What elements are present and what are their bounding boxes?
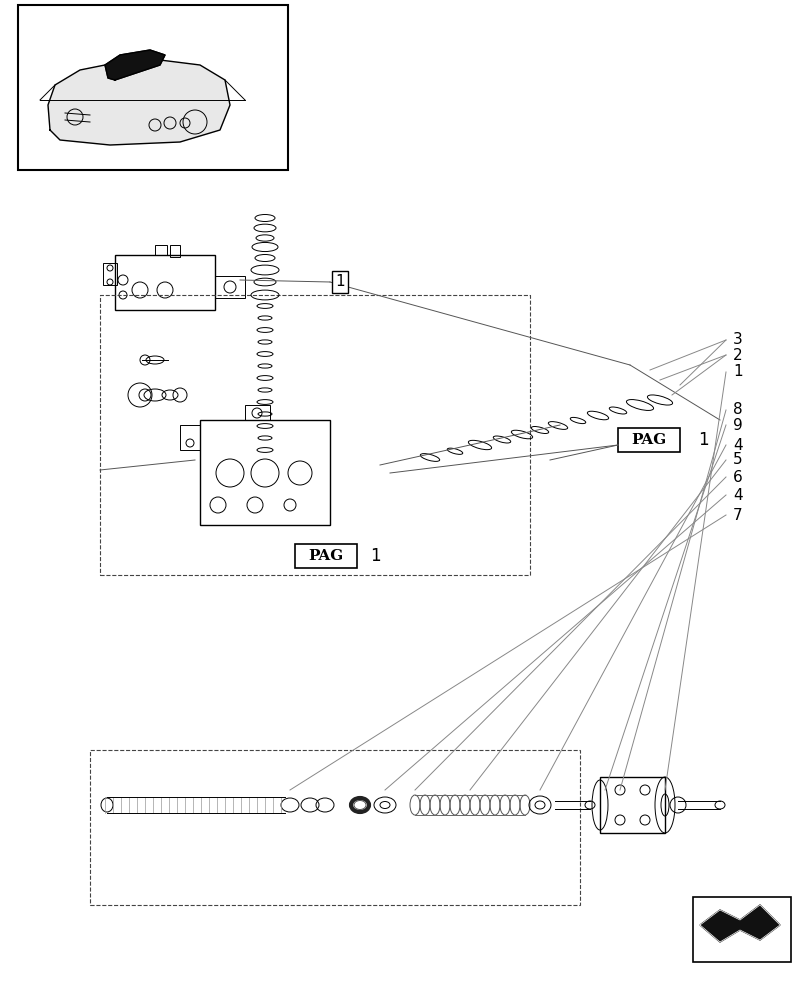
Polygon shape — [700, 905, 780, 942]
Text: 8: 8 — [733, 402, 743, 418]
Text: 4: 4 — [733, 488, 743, 502]
Text: PAG: PAG — [631, 433, 667, 447]
Text: 1: 1 — [335, 274, 345, 290]
Bar — [155, 245, 167, 255]
Polygon shape — [105, 50, 165, 80]
Bar — [693, 897, 791, 962]
Bar — [600, 777, 665, 833]
Bar — [18, 5, 288, 170]
Text: 1: 1 — [370, 547, 381, 565]
Bar — [115, 255, 215, 310]
Text: 6: 6 — [733, 470, 743, 485]
Text: 2: 2 — [733, 348, 743, 362]
Text: 1: 1 — [697, 431, 709, 449]
Bar — [90, 750, 580, 905]
Text: 5: 5 — [733, 452, 743, 468]
Bar — [100, 295, 530, 575]
Bar — [295, 544, 357, 568]
Bar — [618, 428, 680, 452]
Text: 1: 1 — [733, 364, 743, 379]
Polygon shape — [48, 60, 230, 145]
Bar — [245, 405, 270, 420]
Text: 3: 3 — [733, 332, 743, 348]
Bar — [200, 420, 330, 525]
Text: PAG: PAG — [309, 549, 343, 563]
Bar — [170, 245, 180, 257]
Bar — [103, 263, 117, 285]
Bar — [215, 276, 245, 298]
Text: 4: 4 — [733, 438, 743, 452]
Text: 7: 7 — [733, 508, 743, 522]
Bar — [180, 425, 200, 450]
Text: 9: 9 — [733, 418, 743, 432]
